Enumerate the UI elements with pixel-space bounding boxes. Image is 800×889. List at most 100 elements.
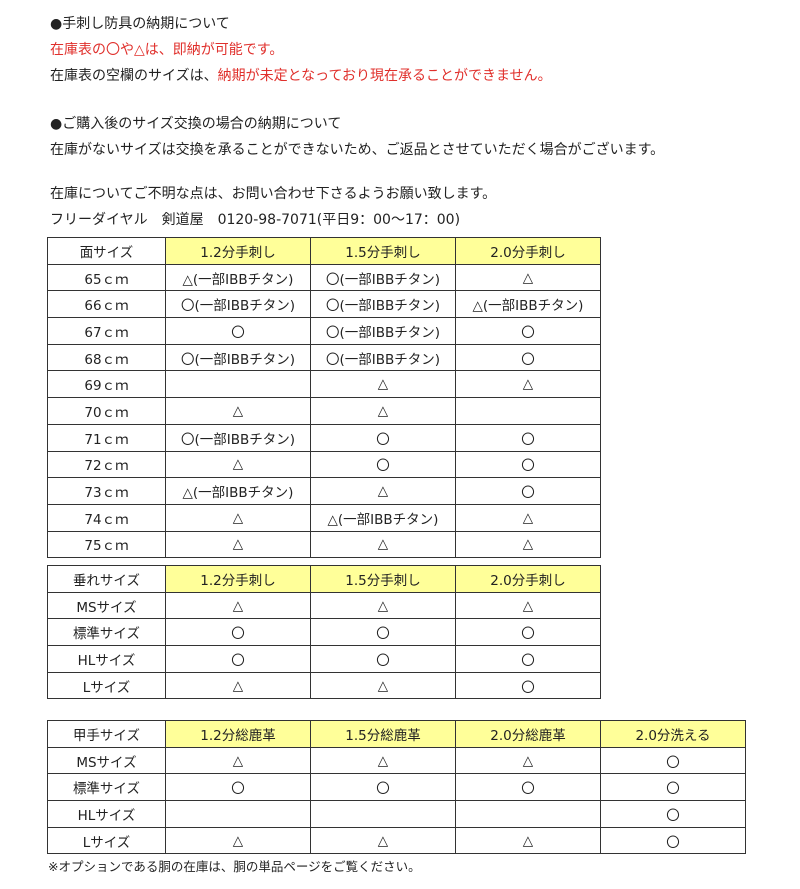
stock-cell: 〇 [600, 800, 746, 828]
stock-cell: 〇(一部IBBチタン) [310, 343, 456, 372]
stock-cell: 〇 [165, 317, 311, 345]
table-row: MSサイズ △ △ △ 〇 [47, 746, 746, 775]
stock-cell: 〇 [455, 645, 601, 673]
size-cell: 74ｃｍ [47, 503, 166, 532]
heading-exchange: ●ご購入後のサイズ交換の場合の納期について [50, 116, 342, 132]
stock-cell: 〇 [310, 773, 456, 802]
stock-cell: △ [310, 397, 456, 425]
stock-cell: 〇 [455, 477, 601, 505]
column-header: 1.5分手刺し [310, 565, 456, 593]
stock-cell: △ [165, 746, 311, 775]
stock-cell: △(一部IBBチタン) [455, 290, 601, 319]
table-row: 70ｃｍ △ △ [47, 397, 601, 425]
note-blank: 在庫表の空欄のサイズは、納期が未定となっており現在承ることができません。 [50, 66, 552, 86]
stock-cell: △ [165, 671, 311, 700]
stock-cell: △ [310, 591, 456, 620]
stock-cell: 〇 [600, 746, 746, 775]
table-row: 標準サイズ〇〇〇 [47, 618, 601, 647]
size-cell: 66ｃｍ [47, 290, 166, 319]
men-stock-table: 面サイズ 1.2分手刺し 1.5分手刺し 2.0分手刺し 65ｃｍ △(一部IBBチタン)… [47, 237, 601, 559]
stock-cell: △ [165, 503, 311, 532]
stock-cell: △ [165, 450, 311, 479]
note-phone: フリーダイヤル 剣道屋 0120-98-7071(平日9：00～17：00) [50, 212, 461, 228]
stock-cell: △ [455, 370, 601, 399]
column-header: 1.2分手刺し [165, 237, 311, 265]
stock-cell: △(一部IBBチタン) [165, 263, 311, 292]
stock-cell: 〇 [455, 618, 601, 647]
stock-cell [455, 800, 601, 828]
stock-cell [310, 800, 456, 828]
stock-cell: △ [310, 746, 456, 775]
table-row: HLサイズ〇〇〇 [47, 645, 601, 673]
size-cell: 67ｃｍ [47, 317, 166, 345]
stock-cell: 〇 [165, 773, 311, 802]
stock-cell: 〇(一部IBBチタン) [165, 290, 311, 319]
stock-cell: 〇 [165, 618, 311, 647]
heading-delivery: ●手刺し防具の納期について [50, 16, 230, 32]
stock-cell: 〇(一部IBBチタン) [310, 263, 456, 292]
column-header: 1.2分手刺し [165, 565, 311, 593]
stock-cell: 〇(一部IBBチタン) [310, 317, 456, 345]
stock-cell: △ [310, 826, 456, 855]
stock-cell: 〇(一部IBBチタン) [165, 423, 311, 452]
column-header: 甲手サイズ [47, 720, 166, 748]
stock-cell: 〇 [165, 645, 311, 673]
size-cell: 70ｃｍ [47, 397, 166, 425]
table-row: Lサイズ △ △ 〇 [47, 671, 601, 700]
stock-cell: 〇 [310, 618, 456, 647]
table-row: 66ｃｍ 〇(一部IBBチタン) 〇(一部IBBチタン) △(一部IBBチタン) [47, 290, 601, 319]
table-row: 67ｃｍ 〇〇(一部IBBチタン) 〇 [47, 317, 601, 345]
size-cell: HLサイズ [47, 800, 166, 828]
size-cell: HLサイズ [47, 645, 166, 673]
table-row: 69ｃｍ △ △ [47, 370, 601, 399]
table-row: 71ｃｍ 〇(一部IBBチタン) 〇〇 [47, 423, 601, 452]
table-row: MSサイズ △ △ △ [47, 591, 601, 620]
stock-cell: △ [165, 397, 311, 425]
size-cell: 標準サイズ [47, 618, 166, 647]
tare-stock-table: 垂れサイズ 1.2分手刺し 1.5分手刺し 2.0分手刺し MSサイズ △ △ △ 標準サイズ〇… [47, 565, 601, 700]
stock-cell: △ [455, 591, 601, 620]
stock-cell: △ [455, 530, 601, 559]
table-row: 72ｃｍ △ 〇〇 [47, 450, 601, 479]
stock-cell: 〇 [455, 773, 601, 802]
kote-stock-table: 甲手サイズ 1.2分総鹿革 1.5分総鹿革 2.0分総鹿革 2.0分洗える MSサイズ △ △… [47, 720, 746, 855]
column-header: 面サイズ [47, 237, 166, 265]
stock-cell: 〇 [310, 423, 456, 452]
table-header-row: 甲手サイズ 1.2分総鹿革 1.5分総鹿革 2.0分総鹿革 2.0分洗える [47, 720, 746, 748]
stock-cell: △ [310, 530, 456, 559]
column-header: 2.0分洗える [600, 720, 746, 748]
stock-cell: 〇 [455, 671, 601, 700]
column-header: 1.5分総鹿革 [310, 720, 456, 748]
stock-cell: △(一部IBBチタン) [310, 503, 456, 532]
stock-cell: △ [165, 530, 311, 559]
stock-cell: 〇 [455, 317, 601, 345]
stock-cell: 〇 [310, 450, 456, 479]
table-row: Lサイズ △ △ △ 〇 [47, 826, 746, 855]
stock-cell: △ [310, 370, 456, 399]
table-header-row: 面サイズ 1.2分手刺し 1.5分手刺し 2.0分手刺し [47, 237, 601, 265]
size-cell: Lサイズ [47, 826, 166, 855]
stock-cell [455, 397, 601, 425]
column-header: 1.5分手刺し [310, 237, 456, 265]
size-cell: MSサイズ [47, 591, 166, 620]
table-row: 74ｃｍ △ △(一部IBBチタン) △ [47, 503, 601, 532]
stock-cell: △ [165, 591, 311, 620]
stock-cell: △ [455, 826, 601, 855]
stock-cell: 〇(一部IBBチタン) [310, 290, 456, 319]
stock-cell: △ [455, 746, 601, 775]
stock-cell [165, 800, 311, 828]
stock-cell: △ [310, 477, 456, 505]
stock-cell: △ [165, 826, 311, 855]
note-blank-a: 在庫表の空欄のサイズは、 [50, 68, 218, 84]
size-cell: 75ｃｍ [47, 530, 166, 559]
table-row: 75ｃｍ △ △ △ [47, 530, 601, 559]
column-header: 垂れサイズ [47, 565, 166, 593]
size-cell: Lサイズ [47, 671, 166, 700]
stock-cell: 〇 [455, 343, 601, 372]
table-row: 68ｃｍ 〇(一部IBBチタン) 〇(一部IBBチタン) 〇 [47, 343, 601, 372]
column-header: 2.0分総鹿革 [455, 720, 601, 748]
stock-cell: 〇 [455, 450, 601, 479]
size-cell: 69ｃｍ [47, 370, 166, 399]
footer-note: ※オプションである胴の在庫は、胴の単品ページをご覧ください。 [48, 859, 421, 874]
note-inquiry: 在庫についてご不明な点は、お問い合わせ下さるようお願い致します。 [50, 186, 497, 202]
